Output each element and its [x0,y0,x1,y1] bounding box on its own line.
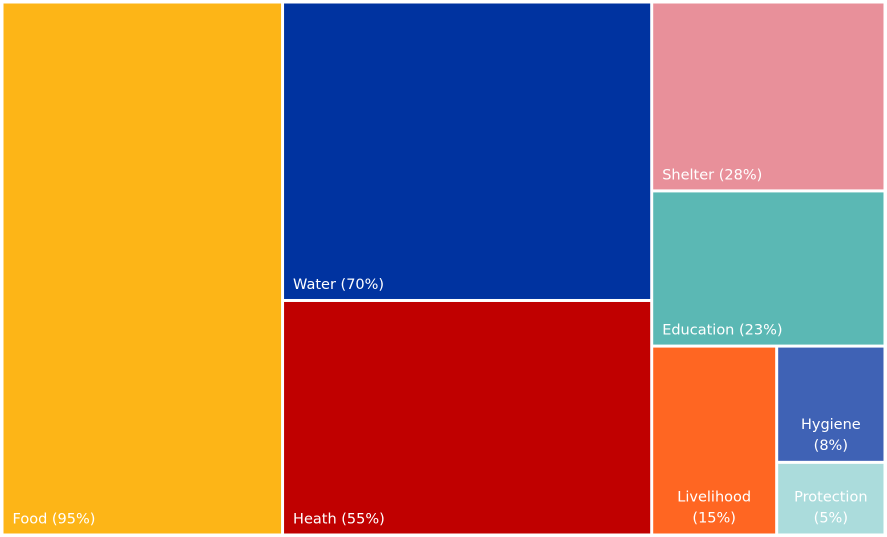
tile [653,347,776,534]
tile [653,3,884,190]
tile [778,463,884,534]
tile [284,3,651,299]
tile-name: Shelter [662,167,714,183]
tile-label: Hygiene (8%) [801,417,861,454]
tile-label: Water (70%) [293,277,384,293]
tile [284,301,651,534]
tile-label: Shelter (28%) [662,167,762,183]
tile-label: Education (23%) [662,323,782,339]
tile-name: Hygiene [801,417,861,433]
tile-label: Heath (55%) [293,512,385,528]
tile-name: Livelihood [677,490,751,506]
tile [3,3,282,534]
tile [653,192,884,345]
tile-value: (5%) [814,511,848,527]
tile-name: Food [13,512,48,528]
tile-value: (95%) [52,512,96,528]
tile-name: Water [293,277,336,293]
tile-value: (8%) [814,438,848,454]
tile-value: (15%) [692,511,736,527]
tile-name: Protection [794,490,867,506]
tile-label: Food (95%) [13,512,96,528]
tile-label: Protection (5%) [794,490,867,527]
tile-label: Livelihood (15%) [677,490,751,527]
tile-name: Heath [293,512,337,528]
tile-value: (28%) [719,167,763,183]
tile-name: Education [662,323,734,339]
tile-value: (70%) [341,277,385,293]
tile-value: (55%) [341,512,385,528]
tile-value: (23%) [739,323,783,339]
tile [778,347,884,461]
